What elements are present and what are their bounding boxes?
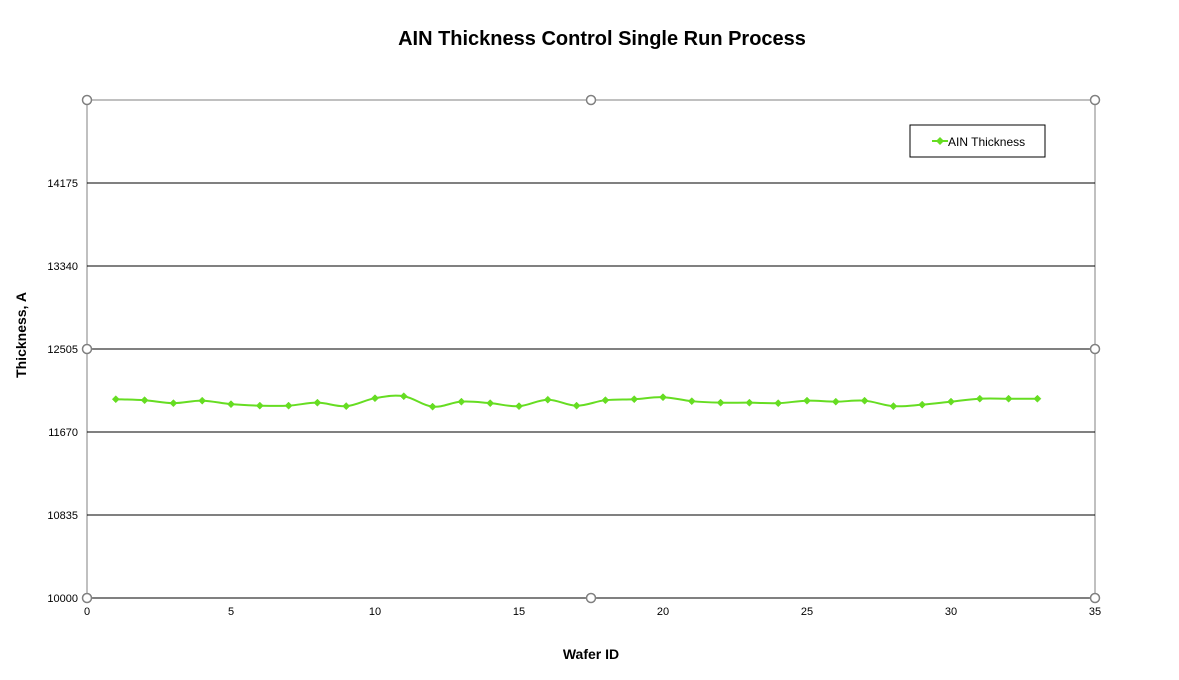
x-tick-label: 15 [513,606,525,618]
y-axis-title: Thickness, A [13,292,29,378]
data-point-marker [918,400,927,409]
data-point-marker [1004,394,1013,403]
legend-label: AIN Thickness [948,135,1025,149]
x-tick-label: 20 [657,606,669,618]
data-point-marker [1033,394,1042,403]
data-point-marker [803,396,811,405]
data-point-marker [716,398,725,407]
y-tick-label: 11670 [48,427,78,439]
data-point-marker [860,396,869,405]
data-point-marker [543,395,552,404]
data-point-marker [774,399,783,408]
data-point-marker [947,397,955,406]
data-point-marker [399,392,408,401]
resize-handle[interactable] [81,592,93,604]
data-point-marker [457,397,466,406]
data-point-marker [111,395,120,404]
y-tick-label: 12505 [47,344,78,356]
data-point-marker [601,396,610,405]
resize-handle[interactable] [81,94,93,106]
data-point-marker [169,399,178,408]
data-point-marker [975,394,984,403]
x-tick-label: 35 [1089,606,1101,618]
data-point-marker [342,402,351,411]
data-point-marker [659,393,667,402]
x-tick-label: 0 [84,606,90,618]
data-point-marker [889,402,898,411]
legend: AIN Thickness [909,124,1046,158]
data-point-marker [687,397,696,406]
x-tick-label: 25 [801,606,813,618]
data-point-marker [313,398,322,407]
data-point-marker [630,395,639,404]
y-tick-label: 10000 [47,593,78,605]
data-point-marker [428,402,437,411]
data-point-marker [831,397,840,406]
y-tick-label: 10835 [47,510,78,522]
chart-title: AIN Thickness Control Single Run Process [398,28,806,50]
x-axis-title: Wafer ID [563,646,619,662]
data-point-marker [515,402,523,411]
resize-handle[interactable] [1089,343,1101,355]
data-point-marker [371,394,379,403]
resize-handle[interactable] [81,343,93,355]
resize-handle[interactable] [585,94,597,106]
data-point-marker [227,400,235,409]
resize-handle[interactable] [1089,592,1101,604]
data-point-marker [140,396,149,405]
legend-marker [936,137,944,145]
y-tick-label: 13340 [47,261,78,273]
x-tick-label: 5 [228,606,234,618]
data-point-marker [572,401,581,410]
data-point-marker [745,398,754,407]
data-point-marker [284,401,293,410]
resize-handle[interactable] [585,592,597,604]
data-point-marker [198,396,207,405]
x-tick-label: 30 [945,606,957,618]
x-tick-label: 10 [369,606,381,618]
data-point-marker [486,399,495,408]
y-tick-label: 14175 [47,178,78,190]
data-point-marker [255,401,264,410]
resize-handle[interactable] [1089,94,1101,106]
